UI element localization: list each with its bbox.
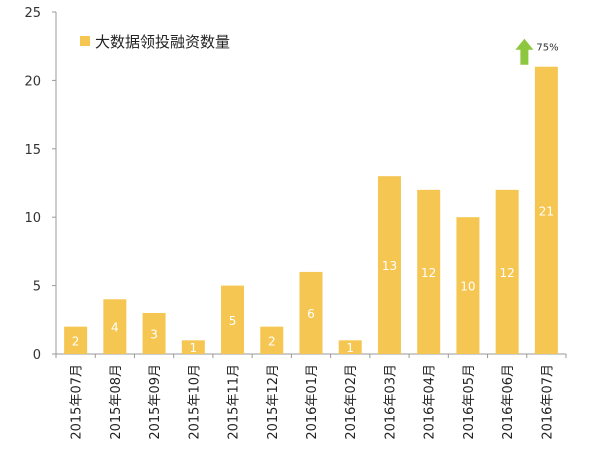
bar-value-label: 3: [150, 327, 158, 341]
growth-percent-label: 75%: [536, 43, 558, 54]
x-tick-label: 2016年06月: [501, 364, 516, 440]
bar-value-label: 12: [500, 266, 515, 280]
bar-value-label: 2: [268, 334, 276, 348]
legend-label: 大数据领投融资数量: [95, 33, 230, 51]
y-tick-label: 5: [33, 280, 41, 295]
bar: [338, 340, 362, 354]
y-tick-label: 25: [24, 6, 41, 21]
bars: 2 4 3 1 5 2 6 1 13 12 10 12 21: [64, 66, 558, 355]
bar-value-label: 6: [307, 307, 315, 321]
bar: [495, 189, 519, 354]
bar-value-label: 1: [189, 341, 197, 355]
growth-annotation: 75%: [515, 38, 559, 65]
bar-value-label: 2: [72, 334, 80, 348]
y-tick-label: 10: [24, 211, 41, 226]
x-tick-label: 2015年09月: [148, 364, 163, 440]
bar: [260, 326, 284, 354]
bar-value-label: 13: [382, 259, 397, 273]
legend-swatch: [80, 36, 90, 46]
bar: [456, 217, 480, 354]
bar: [377, 176, 401, 354]
x-tick-label: 2015年12月: [266, 364, 281, 440]
bar: [181, 340, 205, 354]
bar: [534, 66, 558, 354]
bar-value-label: 1: [346, 341, 354, 355]
bar: [64, 326, 88, 354]
x-tick-label: 2016年05月: [462, 364, 477, 440]
x-tick-label: 2015年08月: [109, 364, 124, 440]
y-tick-label: 20: [24, 74, 41, 89]
bar-value-label: 12: [421, 266, 436, 280]
bar-value-label: 21: [539, 204, 554, 218]
bar: [103, 299, 127, 354]
x-tick-label: 2015年10月: [187, 364, 202, 440]
bar-value-label: 5: [229, 314, 237, 328]
bar-value-label: 10: [460, 280, 475, 294]
x-tick-label: 2016年01月: [305, 364, 320, 440]
x-tick-label: 2016年03月: [383, 364, 398, 440]
bar-value-label: 4: [111, 321, 119, 335]
y-tick-label: 0: [33, 348, 41, 363]
x-tick-label: 2015年11月: [227, 364, 242, 440]
up-arrow-icon: [515, 38, 534, 65]
bar: [142, 312, 166, 354]
bar: [299, 271, 323, 354]
bar: [221, 285, 245, 354]
y-tick-label: 15: [24, 143, 41, 158]
legend: 大数据领投融资数量: [80, 33, 230, 51]
bar: [417, 189, 441, 354]
x-tick-label: 2016年07月: [540, 364, 555, 440]
x-tick-label: 2016年04月: [423, 364, 438, 440]
x-tick-label: 2016年02月: [344, 364, 359, 440]
x-tick-label: 2015年07月: [70, 364, 85, 440]
